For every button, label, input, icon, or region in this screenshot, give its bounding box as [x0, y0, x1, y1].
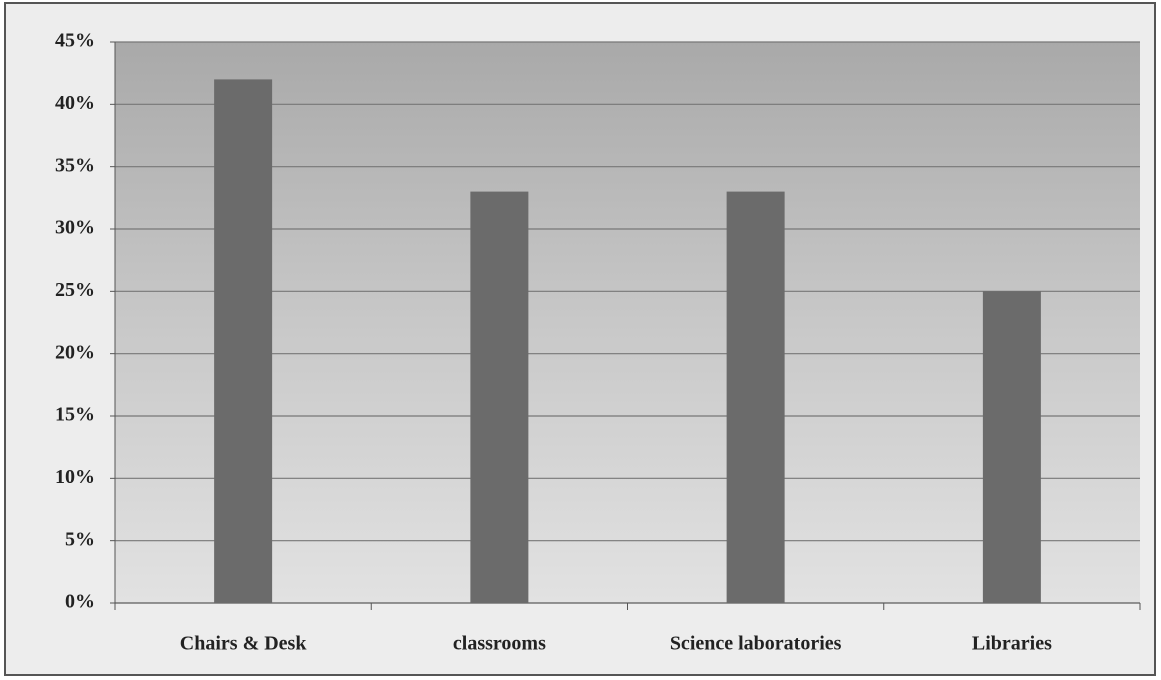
- bar: [214, 79, 273, 603]
- y-tick-label: 20%: [55, 341, 95, 363]
- bar: [726, 191, 785, 603]
- x-tick-label: classrooms: [453, 633, 546, 655]
- y-tick-label: 45%: [55, 30, 95, 52]
- x-tick-label: Science laboratories: [670, 633, 842, 655]
- y-tick-label: 10%: [55, 466, 95, 488]
- y-tick-label: 35%: [55, 154, 95, 176]
- x-tick-label: Libraries: [972, 633, 1052, 655]
- bar: [470, 191, 529, 603]
- y-tick-label: 5%: [65, 528, 95, 550]
- plot-area: [115, 42, 1140, 603]
- y-tick-label: 40%: [55, 92, 95, 114]
- y-tick-label: 15%: [55, 404, 95, 426]
- x-tick-label: Chairs & Desk: [180, 633, 308, 655]
- y-tick-label: 30%: [55, 217, 95, 239]
- y-tick-label: 0%: [65, 591, 95, 613]
- bar: [982, 291, 1041, 603]
- y-tick-label: 25%: [55, 279, 95, 301]
